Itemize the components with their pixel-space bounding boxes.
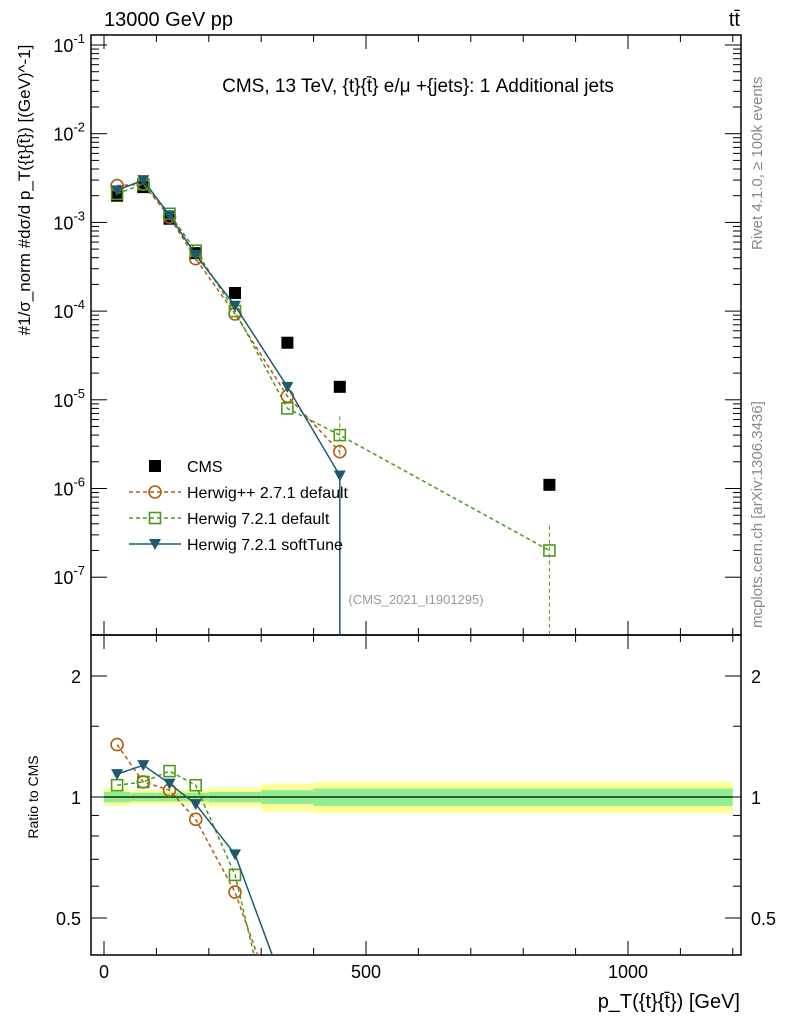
chart-title: CMS, 13 TeV, {t}{t̄} e/μ +{jets}: 1 Addi… (222, 76, 614, 97)
header-left: 13000 GeV pp (104, 9, 233, 31)
data-point (229, 300, 241, 312)
y-tick-label: 10-1 (53, 31, 85, 56)
ratio-tick-label-right: 1 (751, 788, 761, 808)
data-point (137, 175, 150, 187)
legend-marker (148, 485, 162, 499)
y-tick-label: 10-3 (53, 208, 85, 233)
legend-label: Herwig 7.2.1 softTune (187, 537, 343, 554)
ratio-line-2 (116, 764, 273, 956)
ratio-point (163, 778, 176, 790)
series-line-1 (117, 183, 341, 453)
data-point (281, 381, 294, 393)
y-tick-label: 10-4 (53, 297, 85, 322)
ratio-tick-label-right: 2 (751, 667, 761, 687)
legend-label: Herwig 7.2.1 default (187, 511, 330, 528)
ratio-point (229, 849, 241, 861)
x-tick-label: 0 (99, 962, 109, 982)
y-axis-label: #1/σ_norm #dσ/d p_T({t}{t̄}) [(GeV)^-1] (15, 45, 34, 336)
data-point (333, 470, 346, 482)
data-point (281, 402, 294, 415)
legend-marker (148, 511, 162, 525)
ratio-point (163, 764, 176, 778)
data-point (163, 210, 176, 222)
ratio-point (137, 775, 150, 789)
ratio-y-label: Ratio to CMS (25, 755, 41, 838)
ratio-point (111, 769, 124, 781)
y-tick-label: 10-2 (53, 120, 85, 145)
series-line-3 (116, 179, 341, 635)
legend-marker (149, 460, 161, 472)
x-tick-label: 500 (351, 962, 381, 982)
data-point (281, 336, 294, 349)
legend-marker (149, 539, 161, 550)
ratio-line-1 (117, 770, 255, 956)
ratio-tick-label: 0.5 (56, 909, 81, 929)
data-point (189, 249, 202, 261)
x-tick-label: 1000 (608, 962, 648, 982)
ratio-point (228, 868, 242, 882)
y-tick-label: 10-5 (53, 386, 85, 411)
x-axis-label: p_T({t}{t̄}) [GeV] (598, 991, 740, 1013)
data-point (333, 380, 346, 393)
ratio-tick-label: 2 (71, 667, 81, 687)
ratio-point (228, 885, 242, 899)
legend-label: Herwig++ 2.7.1 default (187, 485, 349, 502)
ratio-point (137, 760, 150, 772)
ratio-tick-label: 1 (71, 788, 81, 808)
y-tick-label: 10-6 (53, 475, 85, 500)
ratio-tick-label-right: 0.5 (751, 909, 776, 929)
data-point (111, 185, 124, 197)
ratio-point (189, 778, 202, 792)
watermark: (CMS_2021_I1901295) (348, 592, 483, 607)
rivet-label: Rivet 4.1.0, ≥ 100k events (749, 77, 766, 250)
legend-label: CMS (187, 459, 223, 476)
y-tick-label: 10-7 (53, 563, 85, 588)
mcplots-label: mcplots.cern.ch [arXiv:1306.3436] (749, 401, 766, 628)
ratio-point (188, 812, 203, 827)
ratio-frame (90, 634, 742, 956)
ratio-point (189, 799, 202, 811)
data-point (543, 478, 556, 491)
header-right: tt̄ (729, 9, 741, 31)
data-point (229, 286, 241, 299)
ratio-point (110, 737, 124, 752)
